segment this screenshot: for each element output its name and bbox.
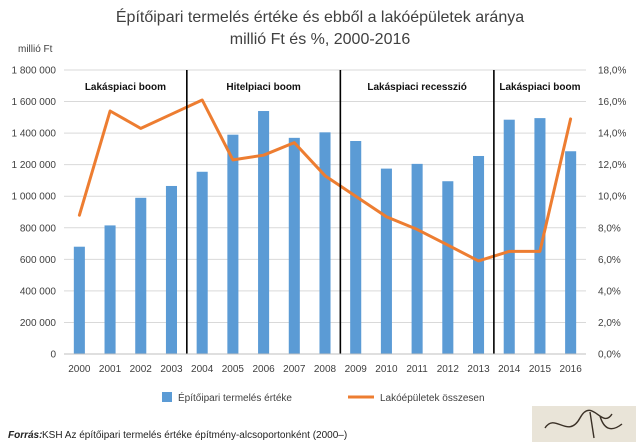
y-left-tick-label: 1 800 000: [12, 66, 57, 77]
period-dividers: [186, 70, 495, 354]
source-text: KSH Az építőipari termelés értéke építmé…: [42, 430, 347, 441]
line-path: [77, 98, 573, 263]
x-tick-label: 2000: [68, 364, 91, 375]
x-tick-label: 2007: [283, 364, 306, 375]
bar: [380, 168, 392, 354]
bar: [288, 137, 300, 354]
x-tick-label: 2016: [560, 364, 583, 375]
bar: [534, 118, 546, 354]
period-label: Lakáspiaci boom: [85, 82, 166, 93]
y-left-tick-label: 1 400 000: [12, 129, 57, 140]
y-left-tick-label: 200 000: [20, 318, 57, 329]
bar: [411, 163, 423, 354]
x-tick-label: 2005: [222, 364, 245, 375]
source-note: Forrás: KSH Az építőipari termelés érték…: [8, 430, 347, 441]
x-tick-label: 2011: [406, 364, 428, 375]
x-tick-label: 2013: [467, 364, 490, 375]
y-axis-unit-label: millió Ft: [18, 44, 53, 55]
signature-logo: [532, 406, 636, 442]
x-tick-label: 2012: [437, 364, 460, 375]
x-tick-label: 2014: [498, 364, 521, 375]
y-left-tick-label: 1 000 000: [12, 192, 57, 203]
x-tick-label: 2002: [130, 364, 153, 375]
y-right-tick-label: 14,0%: [598, 129, 626, 140]
legend-label: Lakóépületek összesen: [380, 393, 485, 404]
bar: [165, 185, 177, 354]
legend: Építőipari termelés értéke Lakóépületek ö…: [162, 391, 485, 404]
period-label: Hitelpiaci boom: [226, 82, 301, 93]
y-right-tick-label: 4,0%: [598, 286, 621, 297]
bar: [350, 141, 362, 354]
y-left-tick-label: 0: [50, 350, 56, 361]
period-label: Lakáspiaci boom: [499, 82, 580, 93]
x-tick-label: 2010: [375, 364, 398, 375]
y-left-tick-label: 800 000: [20, 223, 57, 234]
y-left-tick-label: 1 600 000: [12, 97, 57, 108]
bar-series: [73, 111, 577, 355]
y-right-tick-label: 0,0%: [598, 350, 621, 361]
y-left-tick-label: 600 000: [20, 255, 57, 266]
bar: [227, 134, 239, 354]
x-tick-label: 2006: [252, 364, 275, 375]
y-right-tick-label: 6,0%: [598, 255, 621, 266]
chart-title-line: Építőipari termelés értéke és ebből a la…: [116, 7, 524, 26]
y-right-tick-label: 12,0%: [598, 160, 626, 171]
x-tick-label: 2003: [160, 364, 183, 375]
y-right-tick-label: 2,0%: [598, 318, 621, 329]
bar: [73, 246, 85, 354]
logo-scribble: [544, 409, 623, 439]
y-axis-right: 0,0% 2,0% 4,0% 6,0% 8,0% 10,0% 12,0% 14,0% 16,0%…: [598, 66, 626, 361]
x-tick-label: 2009: [345, 364, 368, 375]
bar: [196, 171, 208, 354]
x-tick-label: 2008: [314, 364, 337, 375]
bar: [473, 155, 485, 354]
y-axis-left: 0 200 000 400 000 600 000 800 000 1 000 000 1 …: [12, 66, 57, 361]
period-labels: Lakáspiaci boom Hitelpiaci boom Lakáspiaci…: [85, 82, 581, 93]
bar: [258, 111, 270, 355]
line-series: [77, 98, 573, 263]
chart-title: Építőipari termelés értéke és ebből a la…: [116, 7, 524, 48]
x-tick-label: 2015: [529, 364, 552, 375]
bar: [503, 119, 515, 354]
y-right-tick-label: 8,0%: [598, 223, 621, 234]
source-label: Forrás:: [8, 430, 42, 441]
x-axis: 2000 2001 2002 2003 2004 2005 2006 2007 2008 2009…: [64, 353, 586, 375]
y-left-tick-label: 400 000: [20, 286, 57, 297]
legend-label: Építőipari termelés értéke: [178, 391, 292, 404]
y-right-tick-label: 16,0%: [598, 97, 626, 108]
x-tick-label: 2001: [99, 364, 122, 375]
y-left-tick-label: 1 200 000: [12, 160, 57, 171]
bar: [104, 225, 116, 354]
bar: [442, 181, 454, 354]
x-tick-label: 2004: [191, 364, 214, 375]
bar: [565, 151, 577, 354]
chart-title-line: millió Ft és %, 2000-2016: [230, 31, 411, 48]
y-right-tick-label: 18,0%: [598, 66, 626, 77]
y-right-tick-label: 10,0%: [598, 192, 626, 203]
bar: [135, 197, 147, 354]
legend-swatch-bar: [162, 392, 172, 402]
period-label: Lakáspiaci recesszió: [367, 82, 467, 93]
bar: [319, 132, 331, 354]
